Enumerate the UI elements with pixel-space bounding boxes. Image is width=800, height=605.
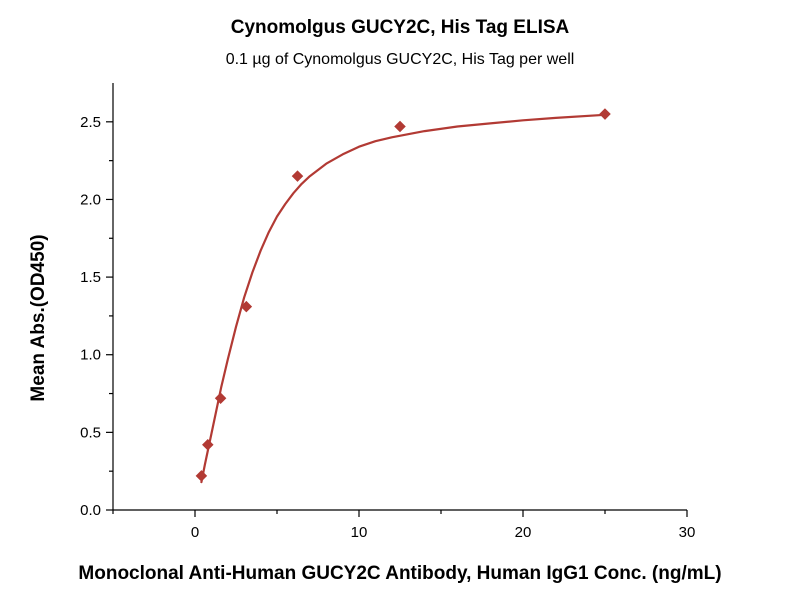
fit-curve-line <box>200 113 607 484</box>
x-tick-label: 20 <box>515 524 532 541</box>
data-point-diamond <box>202 439 214 451</box>
y-tick-label: 0.5 <box>80 424 101 441</box>
axis-ticks: 0 10 20 30 0.0 0.5 1.0 1.5 2.0 2.5 <box>80 114 695 541</box>
data-point-diamond <box>195 470 208 482</box>
data-point-diamond <box>214 392 227 404</box>
data-point-diamond <box>394 120 406 133</box>
axes <box>112 83 687 511</box>
fit-curve-group <box>200 113 607 484</box>
data-point-diamond <box>240 300 253 313</box>
y-axis-title: Mean Abs.(OD450) <box>28 234 49 401</box>
x-tick-label: 0 <box>191 524 199 541</box>
chart-title: Cynomolgus GUCY2C, His Tag ELISA <box>231 17 570 38</box>
y-tick-label: 0.0 <box>80 502 101 519</box>
chart-subtitle: 0.1 µg of Cynomolgus GUCY2C, His Tag per… <box>226 51 575 68</box>
y-tick-label: 1.5 <box>80 269 101 286</box>
y-tick-label: 2.0 <box>80 191 101 208</box>
x-tick-label: 10 <box>351 524 368 541</box>
data-points <box>195 108 611 482</box>
data-point-diamond <box>291 170 304 182</box>
x-axis-title: Monoclonal Anti-Human GUCY2C Antibody, H… <box>78 563 721 584</box>
y-tick-label: 2.5 <box>80 114 101 131</box>
x-tick-label: 30 <box>679 524 696 541</box>
y-tick-label: 1.0 <box>80 347 101 364</box>
data-point-diamond <box>599 108 611 120</box>
